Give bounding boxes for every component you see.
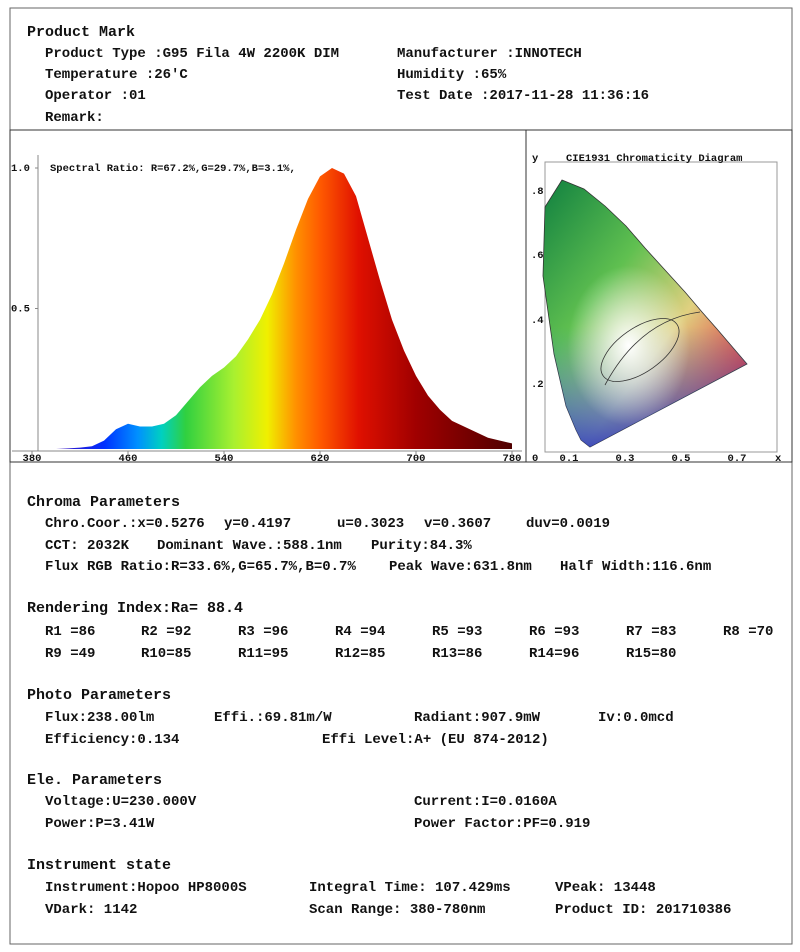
field: R10=85 (141, 646, 192, 662)
section-title: Product Mark (27, 24, 136, 41)
field: Chro.Coor.:x=0.5276 (45, 516, 205, 532)
cie-x-tick: 0 (532, 453, 538, 465)
field: Product ID: 201710386 (555, 902, 732, 918)
x-tick-label: 460 (119, 453, 138, 465)
field: R3 =96 (238, 624, 289, 640)
field: Temperature :26'C (45, 67, 188, 83)
field: R6 =93 (529, 624, 580, 640)
field: Operator :01 (45, 88, 146, 104)
x-tick-label: 620 (311, 453, 330, 465)
field: Flux:238.00lm (45, 710, 155, 726)
cie-x-tick: 0.5 (672, 453, 691, 465)
cie-y-tick: .8 (531, 186, 544, 198)
field: Instrument:Hopoo HP8000S (45, 880, 247, 896)
field: CCT: 2032K (45, 538, 130, 554)
field: Integral Time: 107.429ms (309, 880, 511, 896)
field: R11=95 (238, 646, 289, 662)
field: VDark: 1142 (45, 902, 138, 918)
field: R4 =94 (335, 624, 386, 640)
section-title: Ele. Parameters (27, 772, 163, 789)
section-title: Photo Parameters (27, 687, 172, 704)
field: R14=96 (529, 646, 580, 662)
spectrum-area (32, 168, 512, 449)
x-tick-label: 380 (23, 453, 42, 465)
cie-x-tick: 0.1 (560, 453, 579, 465)
cie-frame (544, 161, 778, 453)
field: Test Date :2017-11-28 11:36:16 (397, 88, 650, 104)
cie-y-label: y (532, 153, 539, 165)
field: R12=85 (335, 646, 386, 662)
x-tick-label: 700 (407, 453, 426, 465)
field: Effi.:69.81m/W (214, 710, 332, 726)
field: R5 =93 (432, 624, 483, 640)
field: R15=80 (626, 646, 677, 662)
field: Power:P=3.41W (45, 816, 155, 832)
section-title: Chroma Parameters (27, 494, 181, 511)
cie-y-tick: .6 (531, 250, 544, 262)
x-tick-label: 540 (215, 453, 234, 465)
y-tick-label: 0.5 (11, 303, 30, 315)
cie-x-tick: 0.3 (616, 453, 635, 465)
field: Effi Level:A+ (EU 874-2012) (322, 732, 549, 748)
field: Power Factor:PF=0.919 (414, 816, 591, 832)
field: R2 =92 (141, 624, 192, 640)
field: R8 =70 (723, 624, 774, 640)
cie-y-tick: .2 (531, 379, 544, 391)
field: R7 =83 (626, 624, 677, 640)
cie-x-label: x (775, 453, 782, 465)
field: VPeak: 13448 (555, 880, 656, 896)
spectral-ratio: Spectral Ratio: R=67.2%,G=29.7%,B=3.1%, (50, 163, 296, 175)
field: Remark: (45, 110, 104, 126)
y-tick-label: 1.0 (11, 163, 30, 175)
field: Scan Range: 380-780nm (309, 902, 486, 918)
field: R13=86 (432, 646, 483, 662)
field: Purity:84.3% (371, 538, 472, 554)
cie-title: CIE1931 Chromaticity Diagram (566, 153, 742, 165)
field: Dominant Wave.:588.1nm (157, 538, 342, 554)
chart-frame (9, 129, 793, 463)
field: duv=0.0019 (526, 516, 611, 532)
field: y=0.4197 (224, 516, 292, 532)
cie-diagram: y CIE1931 Chromaticity Diagram .8 .6 .4 … (531, 153, 782, 465)
cie-white (543, 180, 747, 447)
cie-x-tick: 0.7 (728, 453, 747, 465)
field: R1 =86 (45, 624, 96, 640)
x-tick-label: 780 (503, 453, 522, 465)
field: Current:I=0.0160A (414, 794, 557, 810)
field: v=0.3607 (424, 516, 492, 532)
field: Iv:0.0mcd (598, 710, 674, 726)
field: Peak Wave:631.8nm (389, 559, 532, 575)
planckian-locus (604, 311, 701, 386)
field: Manufacturer :INNOTECH (397, 46, 582, 62)
section-title: Rendering Index:Ra= 88.4 (27, 600, 244, 617)
field: Voltage:U=230.000V (45, 794, 197, 810)
cie-ellipse (600, 318, 680, 382)
section-title: Instrument state (27, 857, 172, 874)
field: R9 =49 (45, 646, 96, 662)
field: Radiant:907.9mW (414, 710, 541, 726)
field: u=0.3023 (337, 516, 405, 532)
cie-y-tick: .4 (531, 315, 544, 327)
field: Humidity :65% (397, 67, 507, 83)
field: Product Type :G95 Fila 4W 2200K DIM (45, 46, 340, 62)
field: Flux RGB Ratio:R=33.6%,G=65.7%,B=0.7% (45, 559, 356, 575)
page-border (9, 7, 793, 945)
field: Half Width:116.6nm (560, 559, 712, 575)
spectrum-chart: Spectral Ratio: R=67.2%,G=29.7%,B=3.1%, … (11, 155, 522, 465)
field: Efficiency:0.134 (45, 732, 180, 748)
